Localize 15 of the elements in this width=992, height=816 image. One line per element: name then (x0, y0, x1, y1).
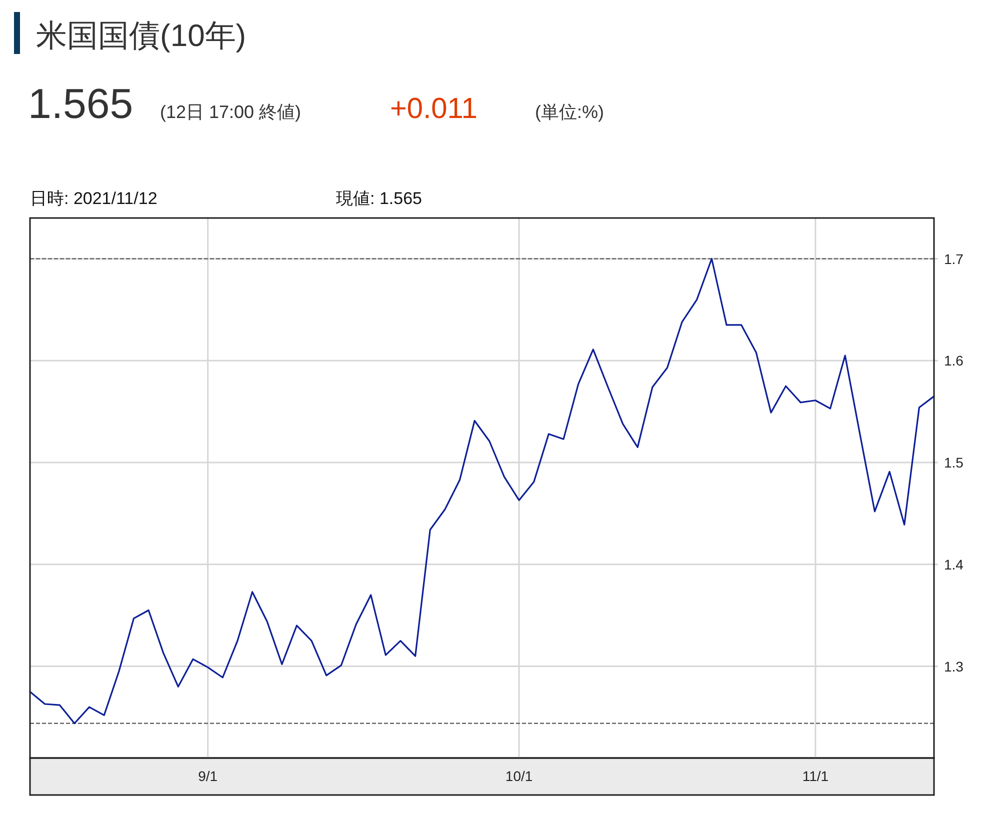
y-tick-label: 1.3 (944, 658, 964, 674)
text: +0.011 (390, 93, 478, 125)
x-tick-label: 11/1 (802, 768, 829, 784)
text: 現値: 1.565 (336, 189, 422, 208)
text: (12日 17:00 終値) (160, 102, 302, 122)
y-tick-label: 1.7 (944, 250, 964, 267)
y-tick-label: 1.4 (944, 556, 964, 572)
y-tick-label: 1.5 (944, 454, 964, 471)
text: (単位:%) (535, 102, 604, 122)
y-tick-label: 1.6 (944, 352, 964, 369)
x-tick-label: 9/1 (198, 768, 218, 784)
text: 1.565 (28, 80, 134, 127)
text: 日時: 2021/11/12 (30, 189, 158, 208)
x-tick-label: 10/1 (505, 768, 533, 784)
chart-title: 米国国債(10年) (36, 18, 246, 53)
